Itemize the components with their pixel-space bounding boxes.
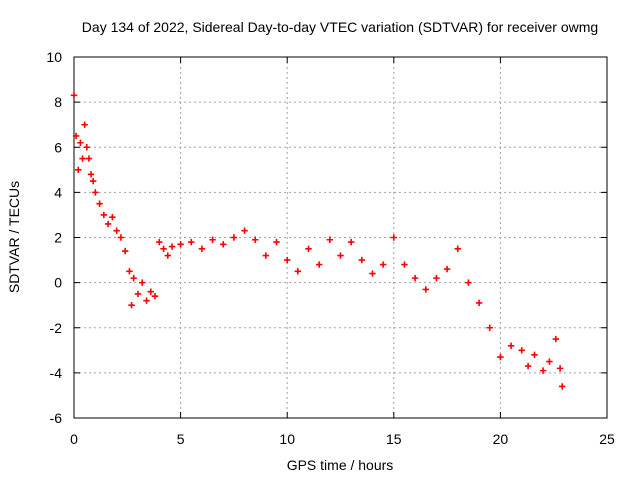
data-point	[531, 351, 538, 359]
data-point	[128, 301, 135, 309]
data-point	[109, 213, 116, 221]
data-point	[126, 268, 133, 275]
data-point	[475, 299, 483, 307]
data-point	[100, 211, 108, 219]
data-point	[168, 243, 176, 250]
data-point	[117, 234, 125, 241]
data-point	[433, 274, 440, 282]
y-tick-label: -6	[50, 410, 63, 426]
y-tick-label: 2	[54, 230, 62, 246]
data-point	[315, 261, 323, 268]
ticks: 0 5 10 15 20 25 -6 -4 -2 0 2 4 6 8 10	[46, 49, 615, 447]
y-tick-label: 8	[54, 94, 62, 110]
chart-title: Day 134 of 2022, Sidereal Day-to-day VTE…	[82, 19, 598, 35]
data-point	[188, 238, 195, 246]
data-point	[284, 256, 291, 264]
data-point	[72, 132, 80, 140]
data-point	[209, 236, 216, 243]
data-point	[518, 347, 525, 354]
data-point	[81, 121, 88, 128]
data-point	[130, 274, 137, 282]
data-point	[454, 245, 461, 252]
data-point	[326, 236, 334, 243]
x-tick-label: 20	[493, 431, 509, 447]
data-series	[70, 92, 566, 390]
y-tick-label: 0	[54, 275, 62, 291]
data-point	[151, 292, 159, 300]
data-point	[104, 220, 112, 228]
data-point	[230, 234, 238, 241]
data-point	[92, 189, 99, 196]
data-point	[507, 342, 515, 349]
data-point	[139, 279, 146, 286]
data-point	[83, 144, 90, 151]
data-point	[85, 155, 93, 162]
y-tick-label: 4	[54, 184, 62, 200]
data-point	[198, 245, 206, 252]
data-point	[75, 166, 82, 174]
y-tick-label: -2	[50, 320, 63, 336]
y-tick-label: 10	[46, 49, 62, 65]
data-point	[559, 383, 566, 390]
x-tick-label: 10	[279, 431, 295, 447]
data-point	[337, 252, 344, 259]
data-point	[160, 245, 167, 252]
data-point	[273, 238, 280, 246]
data-point	[401, 261, 408, 268]
data-point	[546, 358, 553, 365]
data-point	[79, 155, 86, 162]
data-point	[411, 274, 419, 282]
y-axis-label: SDTVAR / TECUs	[6, 181, 22, 293]
y-tick-label: 6	[54, 139, 62, 155]
data-point	[87, 171, 95, 178]
data-point	[147, 288, 154, 295]
data-point	[89, 177, 97, 185]
data-point	[164, 252, 172, 259]
x-tick-label: 15	[386, 431, 402, 447]
data-point	[143, 297, 150, 304]
data-point	[252, 236, 259, 243]
data-point	[379, 261, 387, 268]
data-point	[358, 256, 366, 264]
data-point	[156, 238, 163, 246]
data-point	[294, 268, 302, 275]
data-point	[497, 353, 504, 361]
data-point	[552, 335, 560, 343]
data-point	[443, 265, 451, 273]
x-tick-label: 0	[70, 431, 78, 447]
data-point	[113, 227, 120, 234]
data-point	[70, 92, 78, 99]
data-point	[121, 247, 129, 255]
x-axis-label: GPS time / hours	[287, 457, 394, 473]
x-tick-label: 25	[599, 431, 615, 447]
data-point	[177, 241, 184, 248]
data-point	[241, 227, 248, 234]
data-point	[262, 252, 270, 259]
data-point	[220, 241, 227, 248]
data-point	[347, 238, 355, 246]
data-point	[369, 270, 376, 277]
data-point	[134, 290, 142, 298]
data-point	[77, 139, 84, 146]
data-point	[96, 200, 103, 207]
data-point	[390, 234, 397, 241]
data-point	[422, 286, 429, 293]
y-tick-label: -4	[50, 365, 63, 381]
data-point	[465, 279, 472, 286]
data-point	[539, 367, 547, 374]
data-point	[556, 365, 564, 372]
data-point	[524, 362, 532, 370]
data-point	[486, 324, 493, 331]
grid	[74, 57, 607, 418]
data-point	[305, 245, 312, 252]
x-tick-label: 5	[177, 431, 185, 447]
